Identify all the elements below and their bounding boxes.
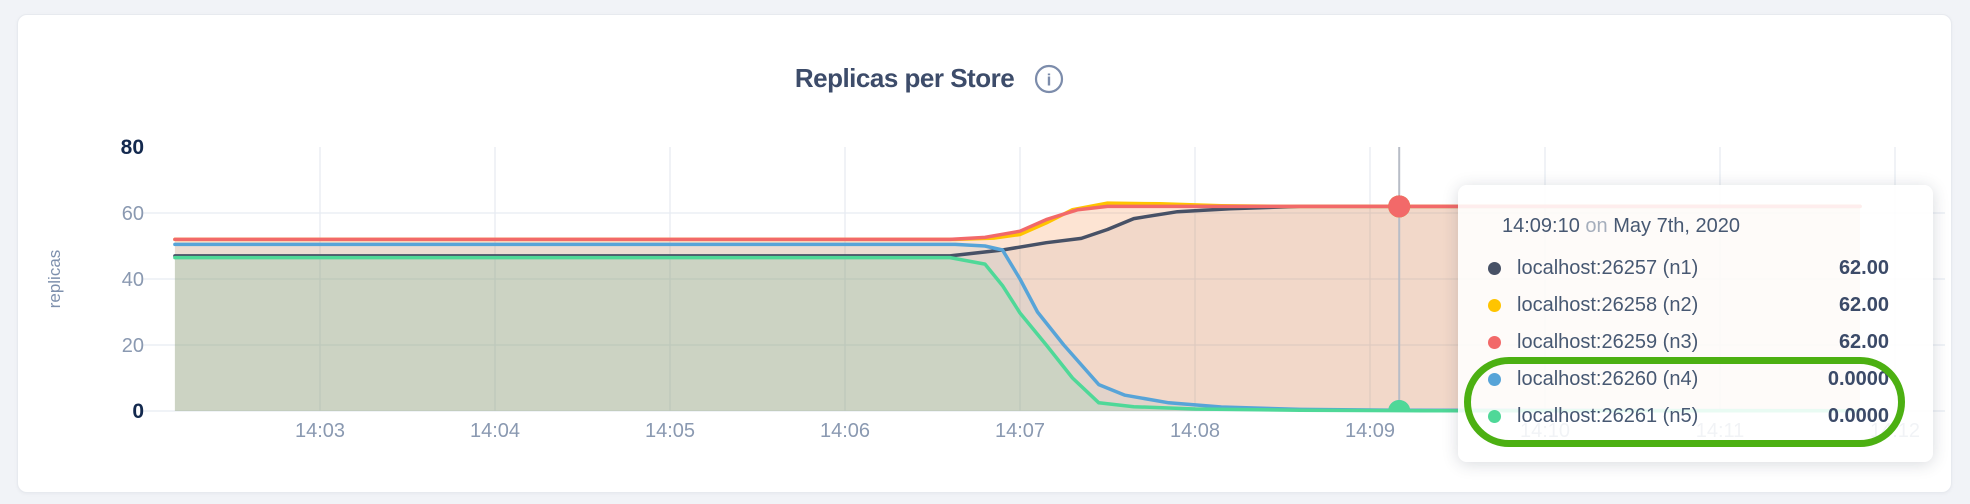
- series-color-dot: [1488, 336, 1501, 349]
- series-value: 62.00: [1838, 331, 1889, 353]
- tooltip-time: 14:09:10: [1502, 215, 1580, 237]
- series-color-dot: [1488, 262, 1501, 275]
- x-tick-label: 14:04: [470, 420, 520, 442]
- hover-dot: [1388, 400, 1411, 411]
- series-value: 0.0000: [1827, 368, 1889, 390]
- series-label: localhost:26259 (n3): [1517, 331, 1699, 353]
- series-line: [173, 204, 1862, 242]
- series-value: 62.00: [1838, 294, 1889, 316]
- x-tick-label: 14:06: [820, 420, 870, 442]
- chart-title: Replicas per Store: [794, 63, 1015, 93]
- y-tick-label: 20: [122, 335, 144, 357]
- series-label: localhost:26258 (n2): [1517, 294, 1699, 316]
- series-color-dot: [1488, 299, 1501, 312]
- tooltip-row: localhost:26257 (n1) 62.00: [1488, 250, 1889, 287]
- y-tick-label: 60: [122, 203, 144, 225]
- chart-tooltip: 14:09:10 on May 7th, 2020 localhost:2625…: [1458, 185, 1933, 462]
- y-tick-label: 80: [121, 136, 144, 159]
- tooltip-rows: localhost:26257 (n1) 62.00 localhost:26258…: [1488, 250, 1889, 435]
- y-axis-label: replicas: [45, 250, 64, 309]
- series-label: localhost:26260 (n4): [1517, 368, 1699, 390]
- y-tick-label: 0: [132, 400, 144, 423]
- tooltip-row: localhost:26259 (n3) 62.00: [1488, 324, 1889, 361]
- info-icon[interactable]: i: [1034, 64, 1064, 94]
- svg-text:i: i: [1047, 70, 1052, 89]
- tooltip-row: localhost:26260 (n4) 0.0000: [1488, 361, 1889, 398]
- series-area: [174, 257, 1860, 411]
- series-label: localhost:26257 (n1): [1517, 257, 1699, 279]
- tooltip-header: 14:09:10 on May 7th, 2020: [1502, 215, 1889, 238]
- hover-dot: [1388, 195, 1411, 218]
- x-tick-label: 14:05: [645, 420, 695, 442]
- series-line: [173, 255, 1862, 413]
- tooltip-on-word: on: [1585, 215, 1608, 237]
- series-value: 0.0000: [1827, 405, 1889, 427]
- series-area: [174, 244, 1860, 411]
- x-tick-label: 14:08: [1170, 420, 1220, 442]
- card-header: Replicas per Store i: [0, 63, 1896, 94]
- tooltip-date: May 7th, 2020: [1613, 215, 1740, 237]
- tooltip-row: localhost:26261 (n5) 0.0000: [1488, 398, 1889, 435]
- y-tick-label: 40: [122, 269, 144, 291]
- x-tick-label: 14:09: [1345, 420, 1395, 442]
- series-label: localhost:26261 (n5): [1517, 405, 1699, 427]
- x-tick-label: 14:07: [995, 420, 1045, 442]
- tooltip-row: localhost:26258 (n2) 62.00: [1488, 287, 1889, 324]
- x-tick-label: 14:03: [295, 420, 345, 442]
- series-color-dot: [1488, 410, 1501, 423]
- series-value: 62.00: [1838, 257, 1889, 279]
- series-color-dot: [1488, 373, 1501, 386]
